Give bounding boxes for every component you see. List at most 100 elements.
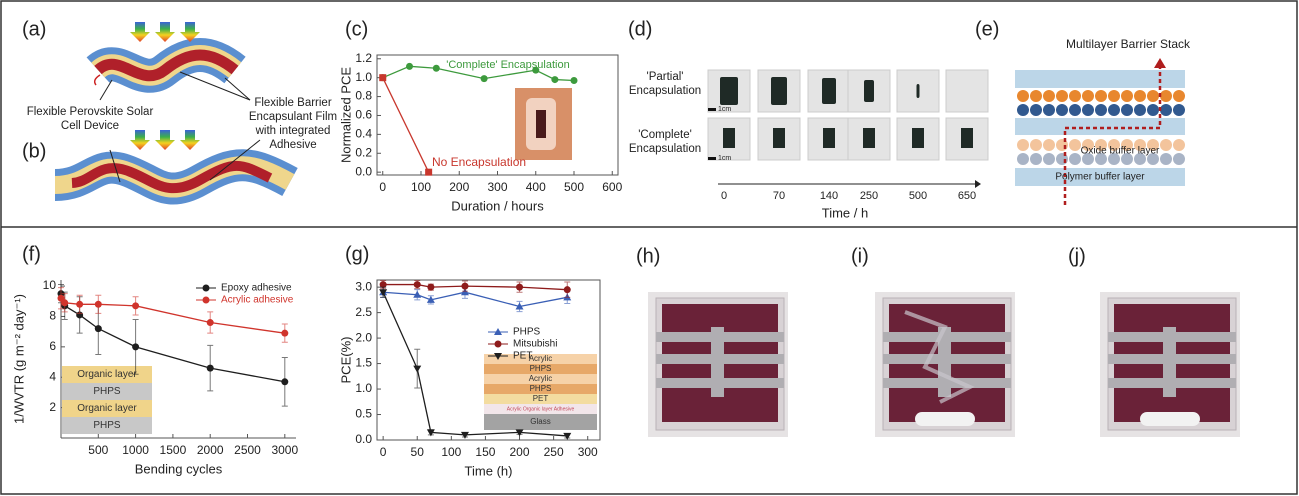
x-tick-label: 100 xyxy=(441,445,461,459)
data-point xyxy=(516,283,524,291)
row-label: 'Partial' Encapsulation xyxy=(628,71,702,97)
data-point xyxy=(480,75,488,83)
diffusion-arrow xyxy=(1154,58,1166,68)
electrode xyxy=(883,378,938,388)
atom xyxy=(1017,90,1029,102)
scale-label: 1cm xyxy=(718,106,731,113)
flexible-device-a xyxy=(86,38,246,93)
inset-layer xyxy=(62,383,152,400)
scale-bar xyxy=(708,157,716,160)
atom xyxy=(1147,153,1159,165)
time-label: 70 xyxy=(773,190,785,202)
atom xyxy=(1030,139,1042,151)
data-point xyxy=(94,300,102,308)
x-tick-label: 300 xyxy=(578,445,598,459)
y-axis-title: PCE(%) xyxy=(338,337,353,384)
x-tick-label: 1000 xyxy=(122,443,149,457)
y-tick-label: 2 xyxy=(49,400,56,414)
electrode-spine xyxy=(1163,327,1176,397)
atom xyxy=(1030,153,1042,165)
electrode xyxy=(656,378,711,388)
atom xyxy=(1121,104,1133,116)
inset-layer-label: Acrylic xyxy=(529,374,553,383)
panel-label: (e) xyxy=(975,18,999,40)
x-axis-title: Bending cycles xyxy=(135,461,223,476)
x-tick-label: 500 xyxy=(564,180,584,194)
photo-cell xyxy=(773,128,785,148)
inset-layer-label: Organic layer xyxy=(77,369,137,380)
x-tick-label: 200 xyxy=(510,445,530,459)
inset-layer-label: Acrylic Organic layer Adhesive xyxy=(507,406,575,412)
panel-label: (c) xyxy=(345,18,368,40)
data-point xyxy=(94,325,102,333)
stack-title: Multilayer Barrier Stack xyxy=(1066,37,1191,51)
atom xyxy=(1095,139,1107,151)
inset-layer xyxy=(484,384,597,394)
atom xyxy=(1134,104,1146,116)
x-tick-label: 1500 xyxy=(160,443,187,457)
atom xyxy=(1043,104,1055,116)
atom xyxy=(1147,139,1159,151)
data-point xyxy=(426,429,435,437)
y-tick-label: 0.6 xyxy=(355,108,372,122)
data-point xyxy=(379,281,387,289)
atom xyxy=(1108,139,1120,151)
light-arrows xyxy=(130,22,200,150)
electrode xyxy=(883,354,938,364)
data-point xyxy=(413,290,422,298)
photo-cell xyxy=(822,78,836,104)
data-point xyxy=(427,283,435,291)
x-tick-label: 50 xyxy=(411,445,425,459)
atom xyxy=(1147,104,1159,116)
device-label: Flexible Perovskite Solar Cell Device xyxy=(26,106,154,132)
atom xyxy=(1069,104,1081,116)
photo-cell xyxy=(863,128,875,148)
atom xyxy=(1108,153,1120,165)
x-tick-label: 250 xyxy=(544,445,564,459)
y-tick-label: 1.2 xyxy=(355,51,372,65)
atom xyxy=(1121,139,1133,151)
x-tick-label: 3000 xyxy=(271,443,298,457)
data-point xyxy=(551,76,559,84)
electrode xyxy=(656,354,711,364)
atom xyxy=(1095,153,1107,165)
legend-label: Acrylic adhesive xyxy=(221,295,294,306)
panel-label: (b) xyxy=(22,140,46,162)
data-point xyxy=(425,168,433,176)
time-axis-arrow xyxy=(975,180,981,188)
annotation: 'Complete' Encapsulation xyxy=(446,59,569,71)
electrode-spine xyxy=(938,327,951,397)
photo-cell xyxy=(723,128,735,148)
atom xyxy=(1160,153,1172,165)
y-tick-label: 2.0 xyxy=(355,330,372,344)
inset-layer-label: PHPS xyxy=(530,364,552,373)
atom xyxy=(1017,104,1029,116)
panel-label: (a) xyxy=(22,18,46,40)
inset-layer xyxy=(484,404,597,414)
y-tick-label: 3.0 xyxy=(355,279,372,293)
y-axis-title: 1/WVTR (g m⁻² day⁻¹) xyxy=(11,294,26,424)
atom xyxy=(1043,90,1055,102)
inset-layer xyxy=(62,400,152,417)
series-line xyxy=(382,291,568,437)
x-tick-label: 500 xyxy=(88,443,108,457)
panel-label: (j) xyxy=(1068,245,1086,267)
series-line xyxy=(383,291,568,308)
y-tick-label: 0.0 xyxy=(355,164,372,178)
diffusion-path xyxy=(1063,66,1162,205)
inset-layer-label: Acrylic xyxy=(529,354,553,363)
y-tick-label: 6 xyxy=(49,339,56,353)
electrode xyxy=(1176,378,1236,388)
electrode xyxy=(951,332,1011,342)
inset-layer xyxy=(484,364,597,374)
atom xyxy=(1056,90,1068,102)
atom xyxy=(1095,104,1107,116)
atom xyxy=(1017,153,1029,165)
inset-layer xyxy=(484,354,597,364)
electrode xyxy=(1176,332,1236,342)
device-photos xyxy=(648,292,1240,437)
data-point xyxy=(532,66,540,74)
electrode xyxy=(1108,378,1163,388)
layer-label: Polymer buffer layer xyxy=(1055,172,1145,183)
panel-label: (g) xyxy=(345,243,369,265)
